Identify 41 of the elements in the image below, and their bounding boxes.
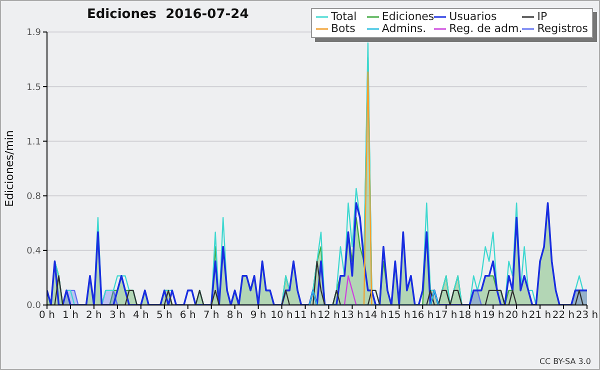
x-tick-label: 23 h (576, 310, 598, 322)
x-tick-label: 2 h (86, 310, 102, 322)
x-tick-label: 1 h (62, 310, 78, 322)
x-tick-label: 14 h (364, 310, 387, 322)
x-tick-label: 11 h (294, 310, 316, 322)
legend-label: Usuarios (449, 10, 497, 23)
x-tick-label: 21 h (528, 310, 552, 322)
y-tick-label: 1.5 (26, 82, 41, 93)
x-tick-label: 3 h (109, 310, 126, 322)
chart-title: Ediciones 2016-07-24 (87, 7, 249, 22)
x-tick-label: 12 h (318, 310, 340, 322)
text: CC BY-SA 3.0 (539, 357, 591, 366)
x-tick-label: 7 h (203, 310, 220, 322)
y-tick-label: 0.0 (26, 301, 42, 312)
x-tick-label: 15 h (388, 310, 410, 322)
x-tick-label: 9 h (250, 310, 266, 322)
legend-label: IP (537, 10, 548, 23)
x-tick-label: 17 h (435, 310, 458, 322)
x-tick-label: 0 h (39, 310, 55, 322)
legend-label: Total (331, 10, 357, 23)
y-axis-title: Ediciones/min (2, 130, 16, 207)
legend-label: Admins. (382, 22, 426, 35)
legend-label: Registros (537, 22, 588, 35)
x-tick-label: 4 h (132, 310, 149, 322)
y-tick-label: 1.1 (26, 137, 41, 148)
x-tick-label: 8 h (226, 310, 243, 322)
x-tick-label: 13 h (341, 310, 364, 322)
x-tick-label: 16 h (412, 310, 434, 322)
legend-label: Reg. de adm. (449, 22, 522, 35)
x-tick-label: 20 h (505, 310, 528, 322)
y-tick-label: 0.8 (26, 192, 42, 202)
y-tick-label: 1.9 (26, 28, 42, 38)
y-tick-label: 0.4 (26, 246, 42, 257)
legend-label: Ediciones (382, 10, 434, 23)
x-tick-label: 10 h (270, 310, 293, 322)
x-tick-label: 5 h (156, 310, 172, 322)
x-tick-label: 18 h (458, 310, 481, 322)
x-tick-label: 22 h (552, 310, 575, 322)
legend-label: Bots (331, 22, 356, 35)
x-tick-label: 19 h (482, 310, 504, 322)
x-tick-label: 6 h (180, 310, 196, 322)
